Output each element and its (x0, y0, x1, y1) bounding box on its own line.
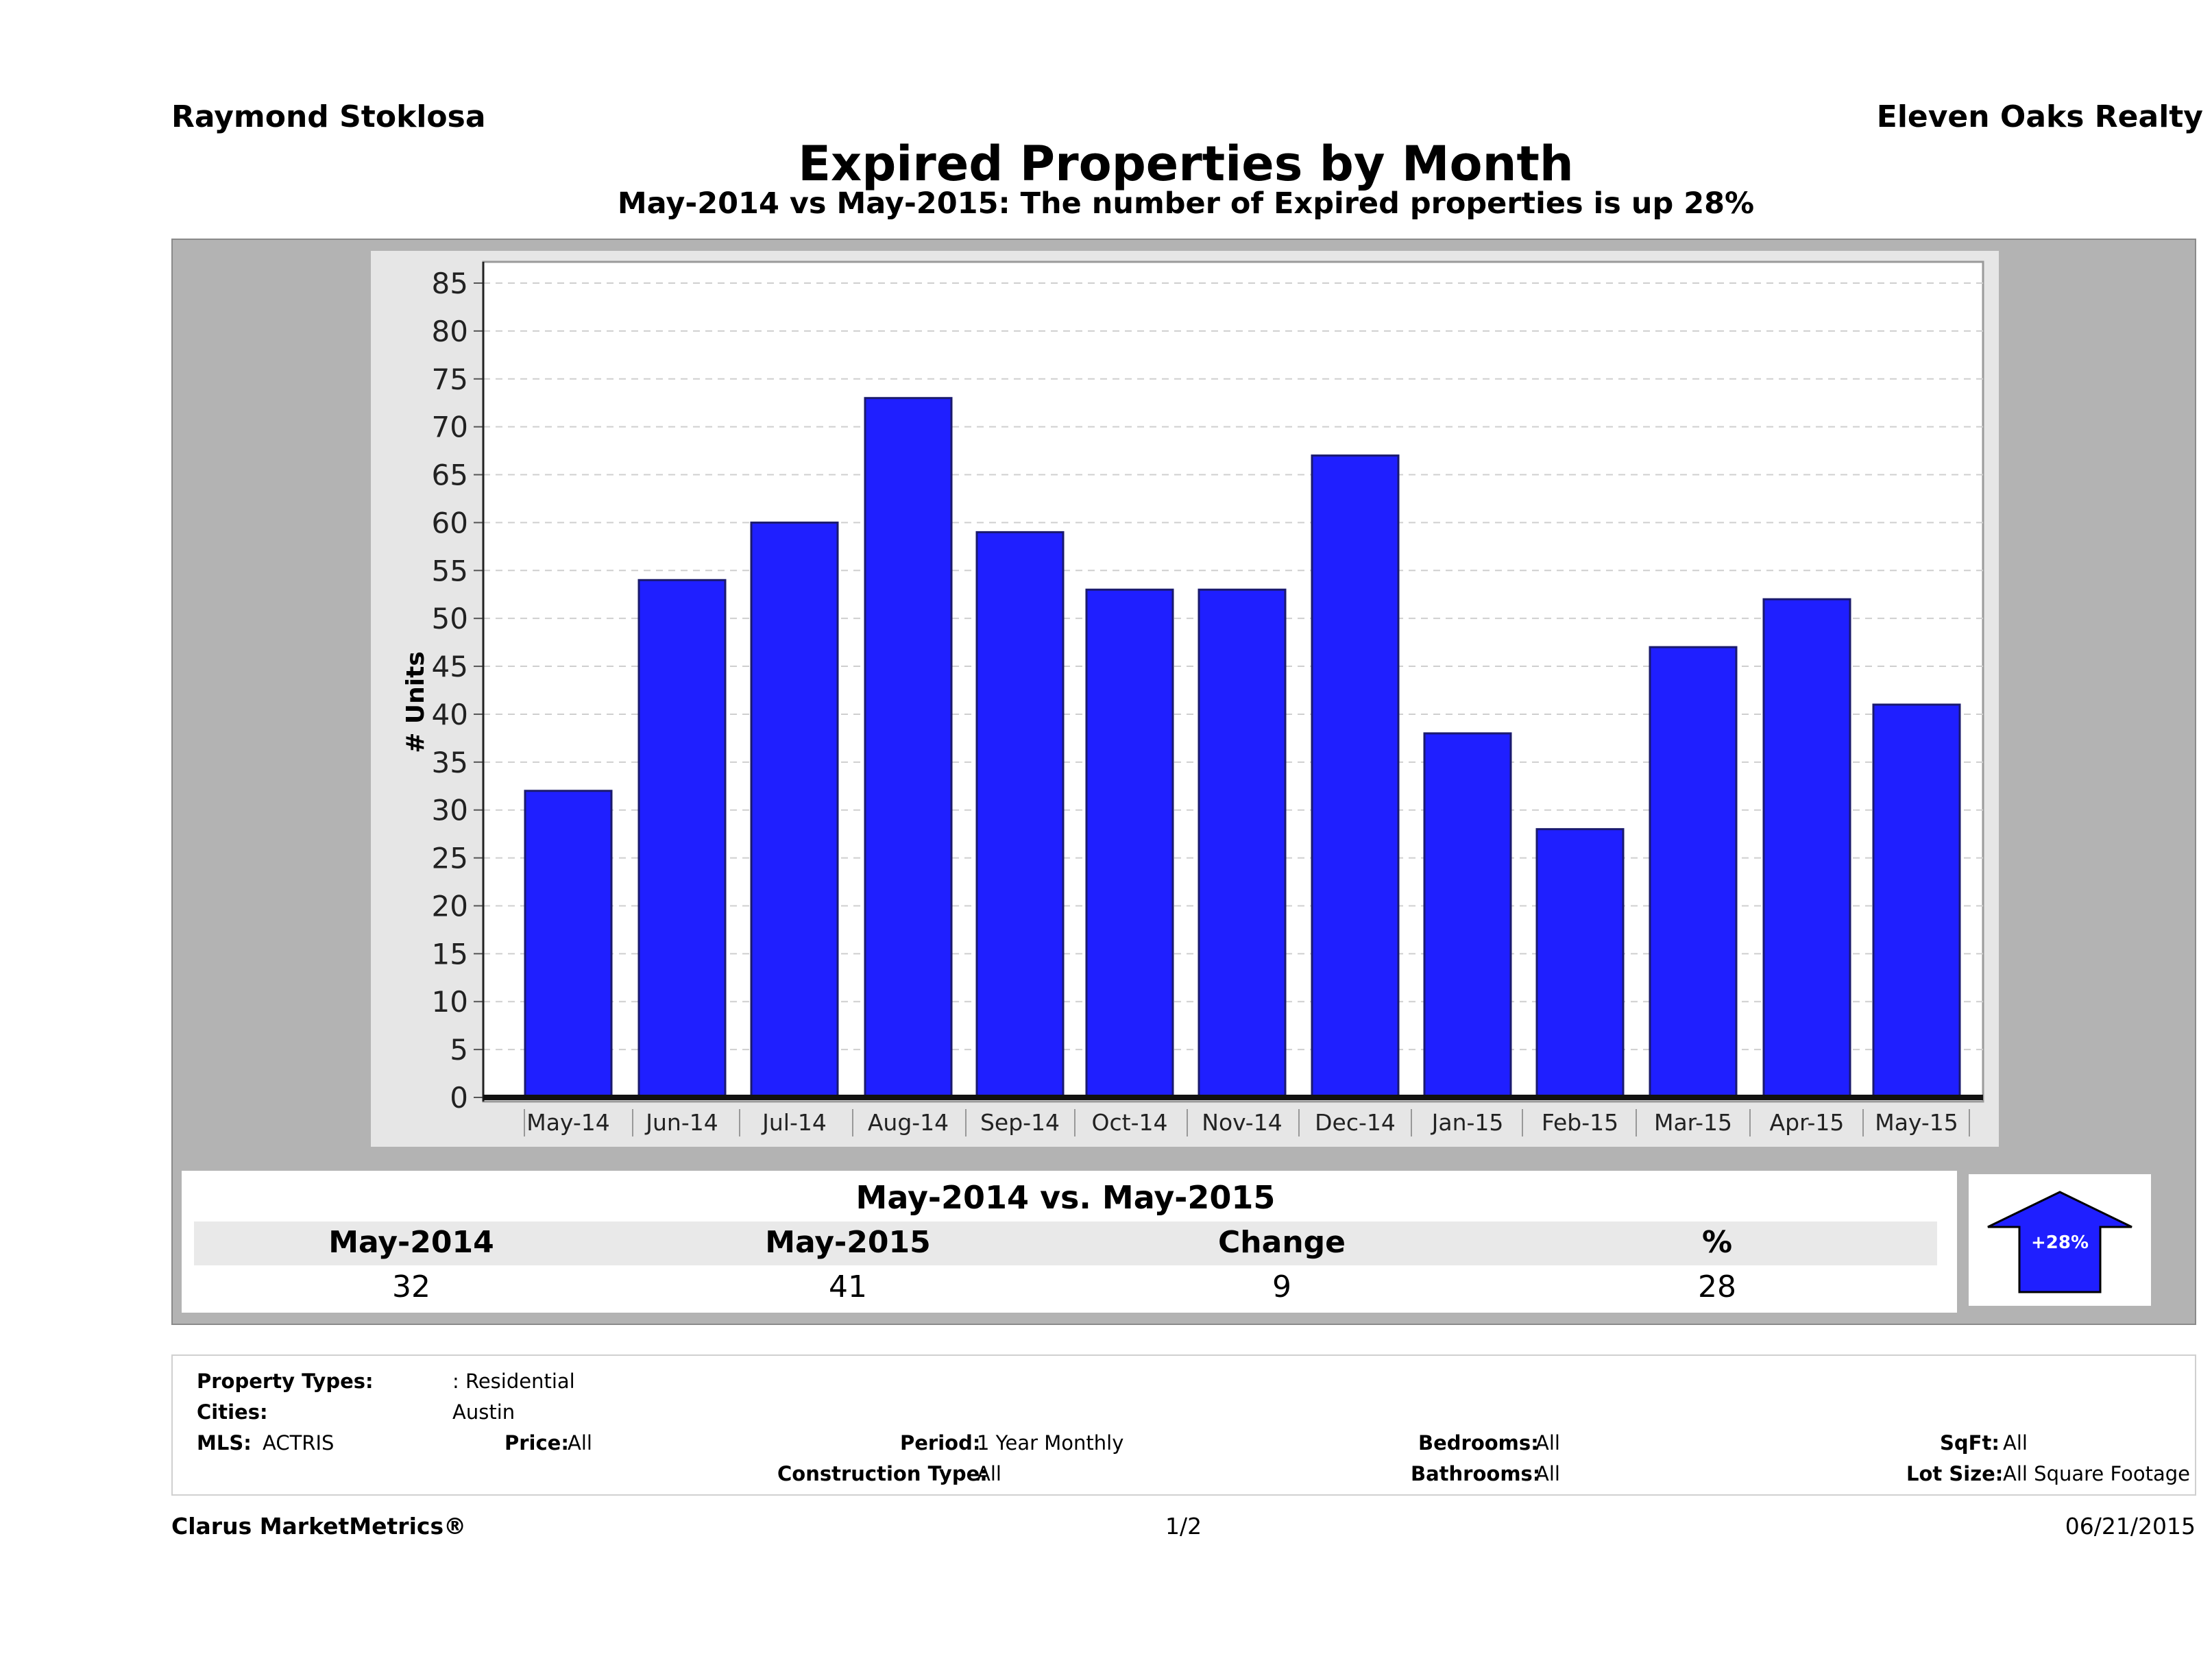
summary-value-may2014: 32 (392, 1269, 430, 1304)
y-tick-label: 20 (432, 889, 468, 923)
y-tick-label: 45 (432, 650, 468, 683)
bedrooms-value: All (1535, 1431, 1560, 1455)
y-tick-label: 60 (432, 506, 468, 539)
mls-value: ACTRIS (263, 1431, 335, 1455)
y-tick-label: 15 (432, 937, 468, 971)
bar-chart: 0 5 10 15 20 25 30 35 40 45 50 55 60 65 70 75 80 85 # Unit… (402, 260, 1984, 1136)
bar (1762, 598, 1851, 1099)
x-tick-label: Feb-15 (1542, 1109, 1618, 1136)
bathrooms-value: All (1535, 1462, 1560, 1485)
cities-value: Austin (452, 1400, 515, 1424)
x-tick-label: Jun-14 (644, 1109, 718, 1136)
footer-brand: Clarus MarketMetrics® (171, 1513, 467, 1540)
summary-value-percent: 28 (1698, 1269, 1736, 1304)
y-tick-label: 5 (450, 1033, 468, 1067)
x-tick-label: Apr-15 (1770, 1109, 1845, 1136)
chart-title: Expired Properties by Month (798, 136, 1574, 192)
y-tick-label: 70 (432, 411, 468, 444)
bar (524, 790, 613, 1099)
bar (1311, 454, 1400, 1099)
summary-value-row (194, 1267, 1937, 1308)
summary-value-may2015: 41 (829, 1269, 867, 1304)
summary-header-row (194, 1221, 1937, 1265)
y-tick-label: 85 (432, 267, 468, 300)
bar (975, 531, 1065, 1099)
x-tick-label: Nov-14 (1202, 1109, 1282, 1136)
y-tick-label: 65 (432, 459, 468, 492)
bar (637, 579, 727, 1099)
bar (1085, 588, 1174, 1099)
x-tick-label: Dec-14 (1315, 1109, 1396, 1136)
change-badge-text: +28% (2031, 1232, 2089, 1253)
construction-type-label: Construction Type: (777, 1462, 988, 1485)
cities-label: Cities: (197, 1400, 268, 1424)
y-axis-label: # Units (402, 651, 430, 753)
bar (1535, 828, 1625, 1099)
x-tick-label: Aug-14 (868, 1109, 949, 1136)
price-label: Price: (505, 1431, 569, 1455)
period-value: 1 Year Monthly (977, 1431, 1124, 1455)
x-tick-label: Jul-14 (761, 1109, 827, 1136)
bar (1649, 646, 1738, 1099)
y-tick-label: 50 (432, 602, 468, 635)
bedrooms-label: Bedrooms: (1418, 1431, 1539, 1455)
agent-name: Raymond Stoklosa (171, 99, 486, 134)
y-tick-label: 80 (432, 315, 468, 348)
y-tick-label: 75 (432, 363, 468, 396)
summary-value-change: 9 (1272, 1269, 1291, 1304)
summary-title: May-2014 vs. May-2015 (855, 1179, 1276, 1216)
y-tick-label: 25 (432, 842, 468, 875)
summary-title-row (194, 1176, 1937, 1220)
y-tick-label: 40 (432, 698, 468, 731)
summary-header-change: Change (1218, 1225, 1346, 1260)
summary-header-percent: % (1701, 1225, 1733, 1260)
lot-size-label: Lot Size: (1906, 1462, 2004, 1485)
x-tick-label: Mar-15 (1654, 1109, 1732, 1136)
lot-size-value: All Square Footage (2003, 1462, 2191, 1485)
bathrooms-label: Bathrooms: (1411, 1462, 1541, 1485)
price-value: All (568, 1431, 592, 1455)
y-tick-label: 55 (432, 554, 468, 587)
x-tick-label: May-14 (526, 1109, 610, 1136)
construction-type-value: All (977, 1462, 1001, 1485)
footer-page-number: 1/2 (1165, 1513, 1202, 1540)
up-arrow-shape (1987, 1191, 2132, 1293)
up-arrow-icon: +28% (1987, 1191, 2132, 1293)
x-tick-label: Sep-14 (980, 1109, 1060, 1136)
x-tick-label: May-15 (1875, 1109, 1958, 1136)
footer-date: 06/21/2015 (2065, 1513, 2196, 1540)
bar (1198, 588, 1287, 1099)
summary-header-may2015: May-2015 (765, 1225, 931, 1260)
chart-subtitle: May-2014 vs May-2015: The number of Expi… (617, 186, 1755, 221)
y-tick-label: 0 (450, 1081, 468, 1115)
sqft-value: All (2003, 1431, 2028, 1455)
bar (750, 521, 839, 1099)
y-tick-label: 30 (432, 794, 468, 827)
y-tick-label: 35 (432, 746, 468, 779)
search-criteria-box (171, 1354, 2196, 1496)
mls-label: MLS: (197, 1431, 252, 1455)
x-tick-label: Oct-14 (1092, 1109, 1168, 1136)
summary-header-may2014: May-2014 (328, 1225, 494, 1260)
x-tick-label: Jan-15 (1431, 1109, 1504, 1136)
period-label: Period: (900, 1431, 981, 1455)
bar (1872, 703, 1961, 1099)
property-types-value: : Residential (452, 1370, 575, 1393)
sqft-label: SqFt: (1940, 1431, 2000, 1455)
broker-name: Eleven Oaks Realty (1876, 99, 2203, 134)
bar (1423, 732, 1512, 1099)
bar (864, 397, 953, 1099)
property-types-label: Property Types: (197, 1370, 374, 1393)
y-tick-label: 10 (432, 985, 468, 1019)
